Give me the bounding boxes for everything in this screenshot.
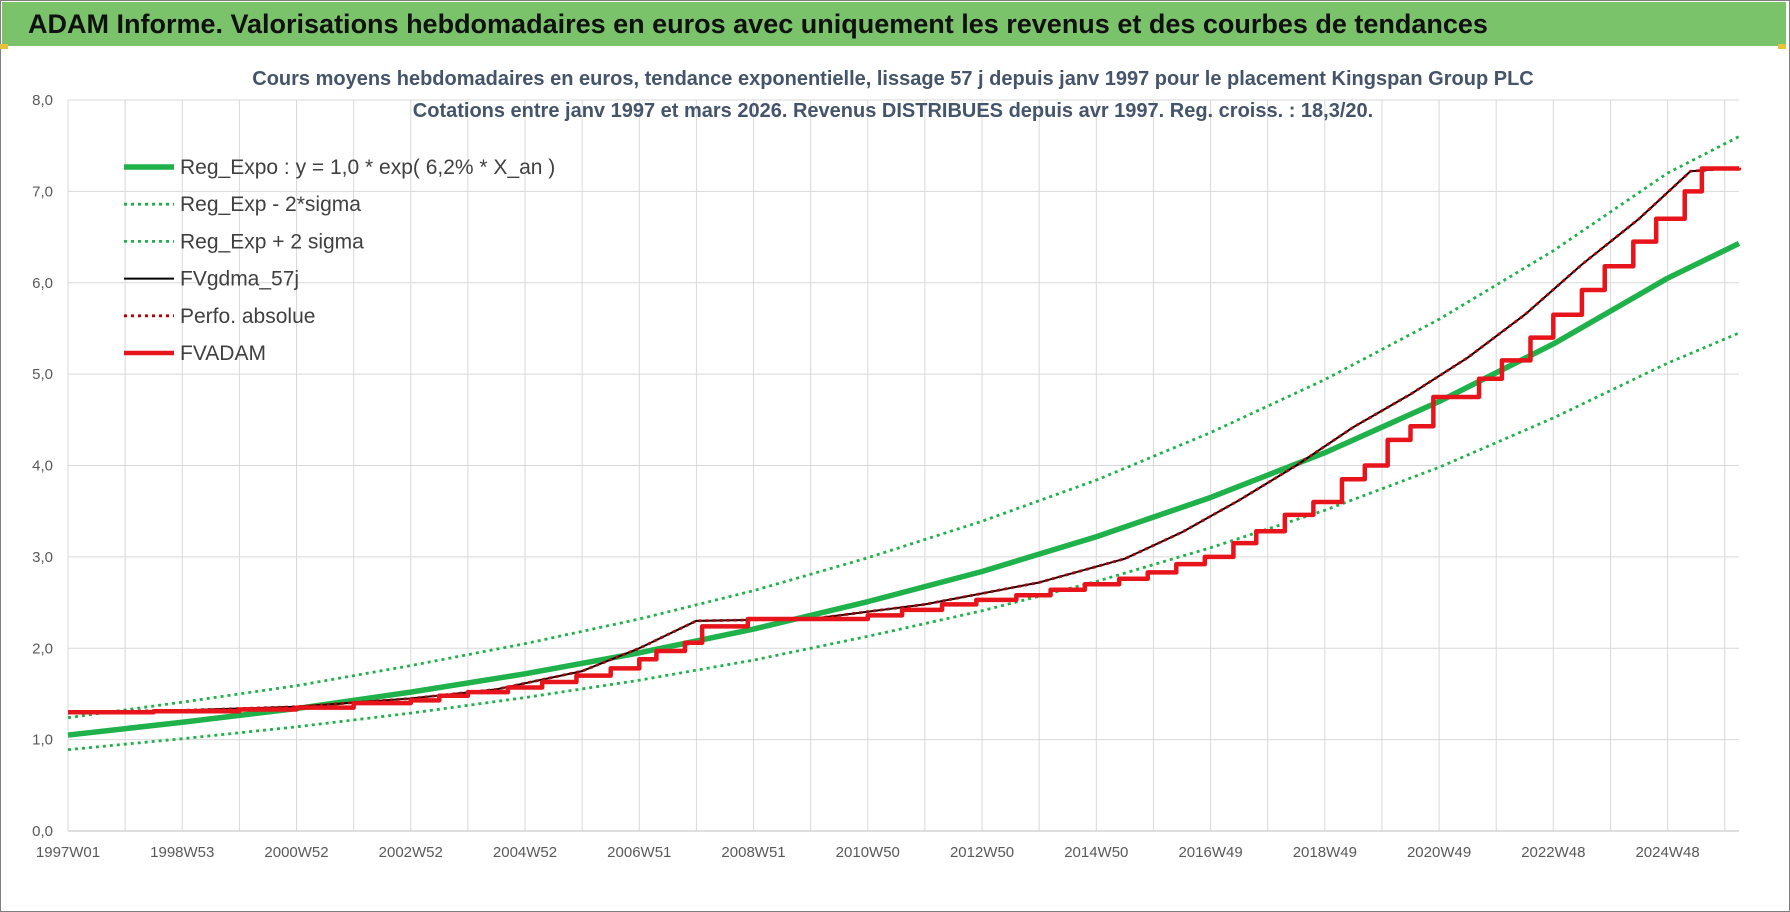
y-tick-label: 0,0 (32, 823, 53, 840)
x-tick-label: 2008W51 (721, 844, 785, 861)
legend: Reg_Expo : y = 1,0 * exp( 6,2% * X_an ) R… (124, 156, 555, 365)
legend-label: FVADAM (180, 342, 266, 365)
x-tick-label: 2012W50 (950, 844, 1014, 861)
corner-marker (0, 44, 8, 49)
legend-label: Reg_Exp + 2 sigma (180, 230, 364, 253)
x-tick-label: 2018W49 (1293, 844, 1357, 861)
x-tick-label: 2006W51 (607, 844, 671, 861)
y-tick-label: 4,0 (32, 458, 53, 475)
x-tick-label: 2010W50 (836, 844, 900, 861)
grid (67, 99, 1739, 832)
x-tick-label: 2024W48 (1635, 844, 1699, 861)
x-tick-label: 2000W52 (264, 844, 328, 861)
chart-subtitle: Cotations entre janv 1997 et mars 2026. … (413, 100, 1373, 122)
y-tick-label: 3,0 (32, 549, 53, 566)
series-line-5 (68, 166, 1742, 715)
x-tick-label: 1998W53 (150, 844, 214, 861)
x-tick-label: 2002W52 (379, 844, 443, 861)
series-line-1 (67, 331, 1740, 752)
axes: 0,0 1,0 2,0 3,0 4,0 5,0 6,0 7,0 8,0 1997W01 1998W5… (32, 92, 1739, 861)
legend-label: FVgdma_57j (180, 268, 299, 291)
x-tick-label: 2014W50 (1064, 844, 1128, 861)
page-header: ADAM Informe. Valorisations hebdomadaire… (2, 2, 1786, 46)
x-tick-label: 2020W49 (1407, 844, 1471, 861)
legend-label: Reg_Exp - 2*sigma (180, 193, 361, 216)
y-tick-label: 2,0 (32, 640, 53, 657)
legend-label: Perfo. absolue (180, 305, 315, 328)
x-tick-label: 2022W48 (1521, 844, 1585, 861)
series-line-2 (67, 135, 1740, 720)
y-tick-label: 5,0 (32, 366, 53, 383)
y-tick-label: 6,0 (32, 275, 53, 292)
x-tick-label: 1997W01 (36, 844, 100, 861)
corner-marker (1778, 44, 1786, 49)
y-tick-label: 8,0 (32, 92, 53, 109)
legend-label: Reg_Expo : y = 1,0 * exp( 6,2% * X_an ) (180, 156, 555, 179)
x-tick-label: 2004W52 (493, 844, 557, 861)
y-tick-label: 1,0 (32, 732, 53, 749)
series-lines (67, 135, 1742, 752)
chart-title: Cours moyens hebdomadaires en euros, ten… (252, 68, 1533, 90)
y-tick-label: 7,0 (32, 183, 53, 200)
x-tick-label: 2016W49 (1178, 844, 1242, 861)
series-line-0 (67, 240, 1741, 738)
chart-area: 0,0 1,0 2,0 3,0 4,0 5,0 6,0 7,0 8,0 1997W01 1998W5… (32, 68, 1742, 861)
